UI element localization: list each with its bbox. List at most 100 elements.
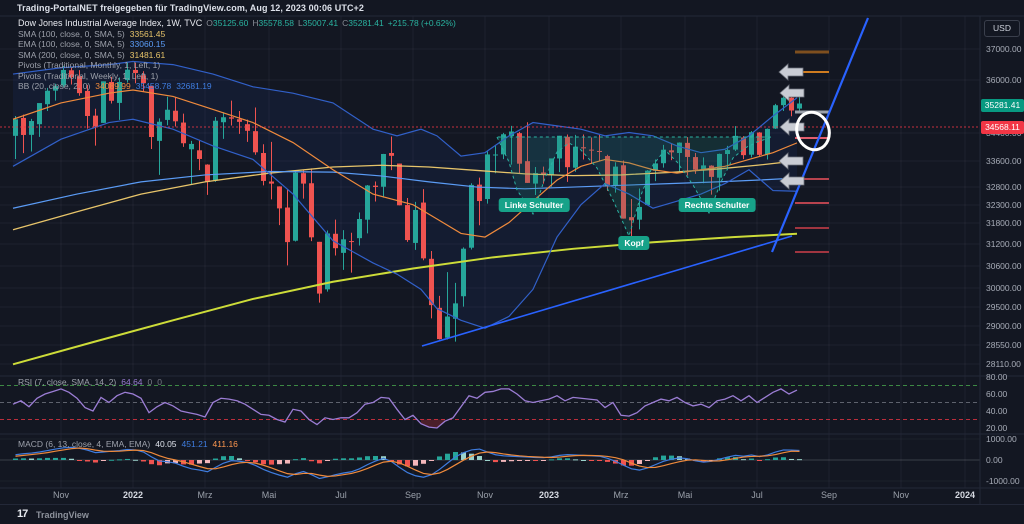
candle-body: [253, 131, 258, 153]
candle-body: [781, 97, 786, 106]
candle-body: [661, 149, 666, 164]
tradingview-brand[interactable]: TradingView: [36, 510, 89, 520]
candle-body: [757, 132, 762, 155]
pattern-label[interactable]: Rechte Schulter: [678, 198, 756, 212]
bollinger-fill: [13, 61, 797, 329]
macd-histogram-bar: [637, 460, 642, 464]
macd-histogram-bar: [13, 458, 18, 460]
candle-body: [413, 209, 418, 243]
macd-histogram-bar: [309, 460, 314, 462]
head-and-shoulders-pattern[interactable]: [496, 136, 773, 238]
indicator-value: 33060.15: [129, 39, 166, 49]
ohlc-key: C: [342, 18, 349, 28]
candle-body: [637, 206, 642, 220]
candle-body: [149, 85, 154, 138]
candle-body: [349, 241, 354, 243]
arrow-annotation[interactable]: [778, 152, 804, 170]
pattern-label[interactable]: Linke Schulter: [498, 198, 570, 212]
candle-body: [109, 81, 114, 101]
candle-body: [333, 233, 338, 249]
macd-histogram-bar: [797, 459, 802, 461]
circle-annotation[interactable]: [792, 108, 834, 154]
arrow-annotation[interactable]: [778, 63, 804, 81]
price-axis-tick: 29000.00: [986, 321, 1022, 331]
pattern-label[interactable]: Kopf: [618, 236, 650, 250]
candle-body: [285, 207, 290, 243]
candle-body: [789, 97, 794, 111]
candle-body: [677, 142, 682, 154]
macd-histogram-bar: [21, 458, 26, 460]
symbol-legend-row[interactable]: Dow Jones Industrial Average Index, 1W, …: [18, 18, 456, 29]
bb-upper-line: [12, 60, 798, 157]
time-axis-label: Mrz: [197, 490, 213, 500]
tradingview-logo[interactable]: 17: [17, 508, 28, 520]
arrow-annotation[interactable]: [779, 84, 805, 102]
candle-body: [229, 117, 234, 119]
indicator-legend-row[interactable]: Pivots (Traditional, Weekly, 1, Left, 1): [18, 71, 456, 82]
candle-body: [245, 124, 250, 131]
candle-body: [445, 316, 450, 338]
candle-body: [85, 90, 90, 116]
indicator-value: 32681.19: [176, 81, 212, 91]
chart-legend: Dow Jones Industrial Average Index, 1W, …: [18, 18, 456, 92]
time-axis[interactable]: Nov 2022 Mrz Mai Jul Sep Nov 2023 Mrz Mai Jul Sep No…: [0, 490, 1024, 504]
macd-histogram-bar: [645, 460, 650, 461]
time-axis-label: Jul: [751, 490, 763, 500]
ema-100-line: [12, 170, 798, 209]
time-axis-label: Jul: [335, 490, 347, 500]
indicator-legend-row[interactable]: SMA (100, close, 0, SMA, 5) 33561.45: [18, 29, 456, 40]
price-axis-tick: 0.00: [986, 455, 1003, 465]
macd-histogram-bar: [173, 460, 178, 464]
arrow-annotation[interactable]: [779, 172, 805, 190]
candle-body: [533, 173, 538, 184]
indicator-legend-row[interactable]: Pivots (Traditional, Monthly, 1, Left, 1…: [18, 60, 456, 71]
indicator-label: Pivots (Traditional, Weekly, 1, Left, 1): [18, 70, 159, 81]
price-axis-tick: 36000.00: [986, 75, 1022, 85]
trendline[interactable]: [421, 235, 793, 347]
trendline[interactable]: [770, 17, 870, 253]
price-axis-tick: 1000.00: [986, 434, 1017, 444]
currency-button[interactable]: USD: [984, 20, 1020, 37]
price-axis-tick: 33600.00: [986, 156, 1022, 166]
macd-label: MACD (6, 13, close, 4, EMA, EMA): [18, 439, 151, 449]
ohlc-value: 35578.58: [258, 18, 294, 28]
symbol-title: Dow Jones Industrial Average Index, 1W, …: [18, 18, 203, 28]
rsi-legend-row[interactable]: RSI (7, close, SMA, 14, 2) 64.64 0 0: [18, 377, 162, 387]
macd-histogram-bar: [789, 458, 794, 460]
indicator-legend-row[interactable]: SMA (200, close, 0, SMA, 5) 31481.61: [18, 50, 456, 61]
macd-histogram-bar: [293, 459, 298, 461]
macd-histogram-bar: [581, 460, 586, 461]
candle-body: [357, 219, 362, 239]
price-axis-tick: 28550.00: [986, 340, 1022, 350]
candle-body: [797, 103, 802, 109]
candle-body: [29, 121, 34, 135]
macd-histogram-bar: [45, 457, 50, 460]
macd-histogram-bar: [125, 458, 130, 460]
ohlc-key: L: [297, 18, 303, 28]
macd-histogram-bar: [493, 460, 498, 463]
indicator-label: EMA (100, close, 0, SMA, 5): [18, 39, 125, 49]
price-axis[interactable]: 37000.0036000.0034400.0033600.0032800.00…: [986, 0, 1024, 524]
ohlc-value: 35281.41: [348, 18, 384, 28]
macd-histogram-bar: [149, 460, 154, 465]
candle-body: [205, 164, 210, 183]
indicator-legend-row[interactable]: EMA (100, close, 0, SMA, 5) 33060.15: [18, 39, 456, 50]
candle-body: [629, 217, 634, 221]
macd-histogram-bar: [661, 455, 666, 460]
candle-body: [741, 137, 746, 156]
price-axis-tick: 30600.00: [986, 261, 1022, 271]
macd-histogram-bar: [389, 460, 394, 461]
macd-histogram-bar: [749, 458, 754, 460]
indicator-legend-row[interactable]: BB (20, close, 2, 0) 34089.99 35458.78 3268…: [18, 81, 456, 92]
macd-histogram-bar: [69, 458, 74, 460]
macd-histogram-bar: [477, 456, 482, 460]
indicator-label: SMA (100, close, 0, SMA, 5): [18, 28, 125, 39]
macd-histogram-bar: [573, 459, 578, 461]
candle-body: [653, 163, 658, 171]
macd-legend-row[interactable]: MACD (6, 13, close, 4, EMA, EMA) 40.05 451…: [18, 439, 238, 449]
candle-body: [461, 248, 466, 297]
candle-body: [117, 81, 122, 103]
macd-histogram-bar: [533, 460, 538, 461]
macd-histogram-bar: [197, 460, 202, 464]
